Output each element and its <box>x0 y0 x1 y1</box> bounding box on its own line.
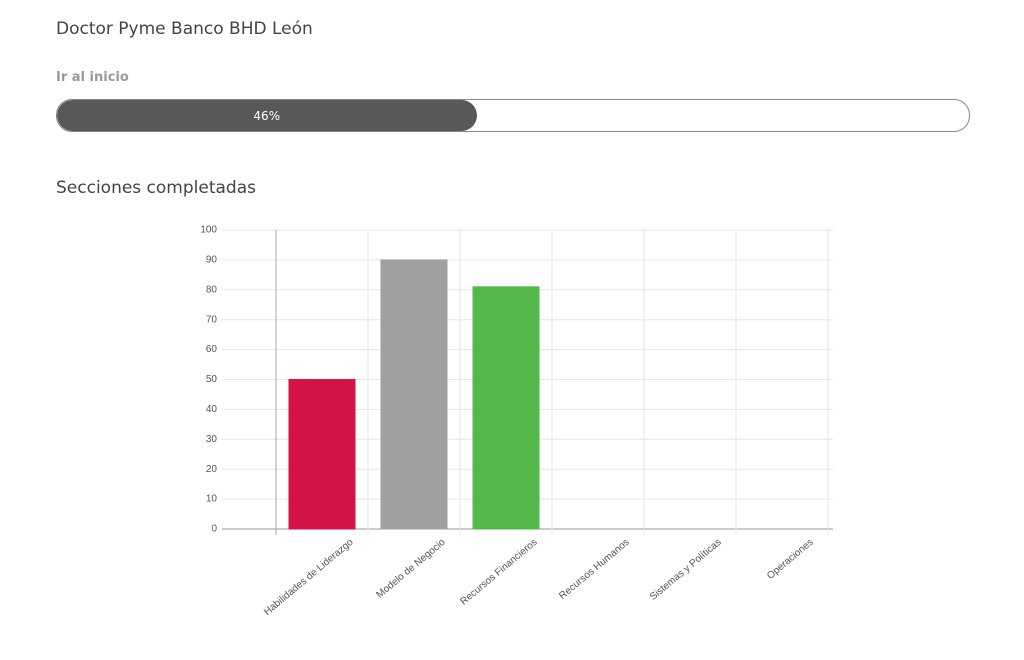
y-tick-label: 80 <box>206 284 218 295</box>
progress-bar: 46% <box>56 99 970 132</box>
y-tick-label: 70 <box>206 314 218 325</box>
y-tick-label: 20 <box>206 464 218 475</box>
y-tick-label: 90 <box>206 255 218 266</box>
x-tick-label: Habilidades de Liderazgo <box>262 537 356 618</box>
y-tick-label: 30 <box>206 434 218 445</box>
x-tick-label: Recursos Humanos <box>557 537 631 602</box>
x-tick-label: Recursos Financieros <box>458 537 539 608</box>
chart-title: Secciones completadas <box>56 178 256 198</box>
bar <box>288 379 356 530</box>
home-link[interactable]: Ir al inicio <box>56 70 129 85</box>
y-tick-label: 0 <box>211 524 217 535</box>
page-title: Doctor Pyme Banco BHD León <box>56 19 313 39</box>
y-tick-label: 50 <box>206 374 218 385</box>
y-tick-label: 60 <box>206 344 218 355</box>
x-tick-label: Sistemas y Políticas <box>648 537 724 603</box>
bar <box>380 259 448 530</box>
y-tick-label: 100 <box>200 225 217 236</box>
progress-label: 46% <box>253 108 281 123</box>
y-tick-label: 10 <box>206 494 218 505</box>
y-tick-label: 40 <box>206 404 218 415</box>
progress-fill: 46% <box>57 100 477 131</box>
x-tick-label: Modelo de Negocio <box>375 537 448 601</box>
bar <box>472 286 540 530</box>
x-tick-label: Operaciones <box>765 537 816 582</box>
